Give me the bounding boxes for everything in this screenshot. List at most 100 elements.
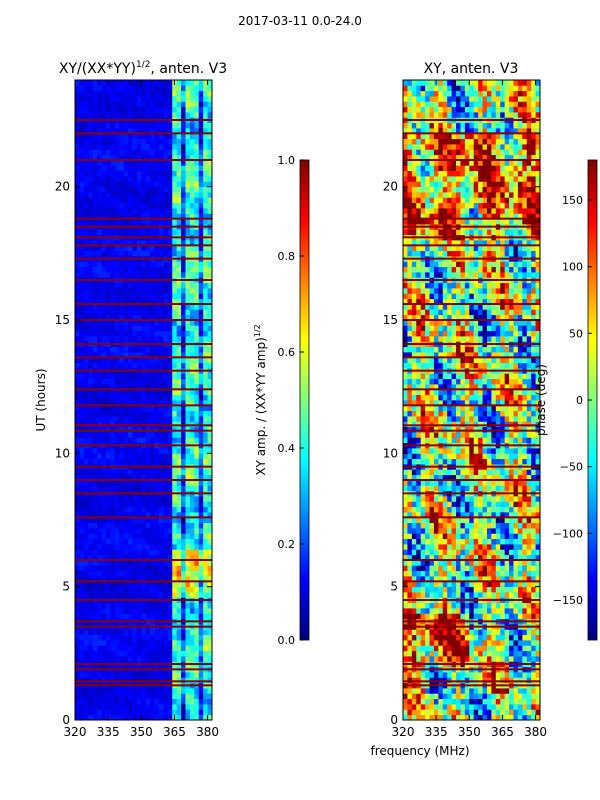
heatmap-cell bbox=[88, 90, 94, 97]
heatmap-cell bbox=[75, 101, 80, 108]
heatmap-cell bbox=[172, 448, 178, 454]
heatmap-cell bbox=[189, 522, 195, 529]
heatmap-cell bbox=[145, 581, 151, 588]
colorbar-tick-label: 0.4 bbox=[278, 442, 296, 455]
heatmap-cell bbox=[500, 650, 506, 657]
heatmap-cell bbox=[145, 245, 151, 252]
heatmap-cell bbox=[482, 581, 488, 588]
heatmap-cell bbox=[185, 581, 191, 588]
heatmap-cell bbox=[181, 458, 186, 465]
y-tick-label: 5 bbox=[62, 580, 70, 594]
heatmap-cell bbox=[105, 352, 111, 358]
flagged-row bbox=[75, 236, 212, 239]
heatmap-cell bbox=[88, 346, 94, 353]
heatmap-cell bbox=[158, 336, 164, 342]
heatmap-cell bbox=[158, 122, 164, 129]
heatmap-cell bbox=[97, 645, 102, 652]
heatmap-cell bbox=[158, 373, 164, 380]
heatmap-cell bbox=[136, 704, 142, 710]
heatmap-cell bbox=[150, 432, 155, 438]
heatmap-cell bbox=[198, 250, 204, 257]
heatmap-cell bbox=[198, 170, 204, 177]
heatmap-cell bbox=[97, 709, 102, 716]
heatmap-cell bbox=[123, 229, 129, 236]
heatmap-cell bbox=[163, 693, 169, 700]
heatmap-cell bbox=[158, 517, 164, 524]
heatmap-cell bbox=[198, 560, 204, 566]
heatmap-cell bbox=[203, 512, 208, 518]
heatmap-cell bbox=[105, 128, 111, 134]
heatmap-cell bbox=[150, 581, 155, 588]
heatmap-cell bbox=[203, 314, 208, 321]
heatmap-cell bbox=[198, 517, 204, 524]
heatmap-cell bbox=[207, 570, 212, 577]
heatmap-cell bbox=[79, 608, 85, 614]
heatmap-cell bbox=[433, 570, 439, 577]
heatmap-cell bbox=[154, 400, 160, 406]
heatmap-cell bbox=[185, 656, 191, 662]
heatmap-cell bbox=[433, 677, 439, 684]
heatmap-cell bbox=[154, 144, 160, 150]
heatmap-cell bbox=[79, 181, 85, 188]
heatmap-cell bbox=[203, 416, 208, 422]
heatmap-cell bbox=[194, 138, 200, 145]
heatmap-cell bbox=[172, 549, 178, 556]
heatmap-cell bbox=[495, 698, 501, 705]
heatmap-cell bbox=[128, 181, 133, 188]
heatmap-cell bbox=[114, 122, 120, 129]
heatmap-cell bbox=[105, 437, 111, 444]
heatmap-cell bbox=[194, 245, 200, 252]
heatmap-cell bbox=[194, 677, 200, 684]
heatmap-cell bbox=[136, 245, 142, 252]
heatmap-cell bbox=[141, 314, 147, 321]
heatmap-cell bbox=[105, 544, 111, 550]
heatmap-cell bbox=[92, 410, 98, 417]
heatmap-cell bbox=[500, 634, 506, 641]
heatmap-cell bbox=[105, 480, 111, 486]
heatmap-cell bbox=[460, 522, 466, 529]
heatmap-cell bbox=[92, 309, 98, 316]
heatmap-cell bbox=[150, 453, 155, 460]
heatmap-cell bbox=[114, 261, 120, 268]
heatmap-cell bbox=[203, 554, 208, 561]
heatmap-cell bbox=[141, 704, 147, 710]
heatmap-cell bbox=[172, 218, 178, 225]
heatmap-cell bbox=[416, 672, 422, 678]
heatmap-cell bbox=[145, 400, 151, 406]
heatmap-cell bbox=[119, 229, 125, 236]
heatmap-cell bbox=[119, 709, 125, 716]
heatmap-cell bbox=[114, 293, 120, 300]
heatmap-cell bbox=[189, 485, 195, 492]
heatmap-cell bbox=[92, 538, 98, 545]
heatmap-cell bbox=[136, 405, 142, 412]
heatmap-cell bbox=[83, 320, 89, 326]
heatmap-cell bbox=[460, 528, 466, 534]
heatmap-cell bbox=[473, 538, 479, 545]
heatmap-cell bbox=[132, 400, 138, 406]
heatmap-cell bbox=[407, 645, 413, 652]
heatmap-cell bbox=[425, 581, 430, 588]
heatmap-cell bbox=[136, 480, 142, 486]
heatmap-cell bbox=[123, 261, 129, 268]
heatmap-cell bbox=[119, 421, 125, 428]
heatmap-cell bbox=[486, 656, 492, 662]
heatmap-cell bbox=[185, 517, 191, 524]
heatmap-cell bbox=[75, 282, 80, 289]
heatmap-cell bbox=[167, 576, 173, 582]
heatmap-cell bbox=[83, 565, 89, 572]
heatmap-cell bbox=[110, 245, 116, 252]
flagged-row bbox=[75, 580, 212, 583]
heatmap-cell bbox=[75, 496, 80, 502]
heatmap-cell bbox=[92, 432, 98, 438]
heatmap-cell bbox=[97, 538, 102, 545]
heatmap-cell bbox=[429, 613, 435, 620]
heatmap-cell bbox=[403, 549, 408, 556]
heatmap-cell bbox=[469, 538, 475, 545]
heatmap-cell bbox=[176, 581, 182, 588]
heatmap-cell bbox=[150, 176, 155, 182]
heatmap-cell bbox=[105, 554, 111, 561]
heatmap-cell bbox=[509, 576, 514, 582]
heatmap-cell bbox=[531, 677, 536, 684]
heatmap-cell bbox=[105, 202, 111, 209]
heatmap-cell bbox=[198, 677, 204, 684]
